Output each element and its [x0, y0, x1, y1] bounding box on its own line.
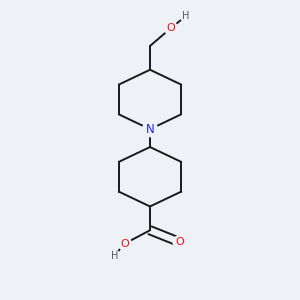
Circle shape [173, 236, 186, 249]
Text: O: O [175, 237, 184, 247]
Text: H: H [182, 11, 189, 21]
Circle shape [109, 250, 120, 261]
Text: N: N [146, 123, 154, 136]
Circle shape [164, 22, 177, 35]
Text: O: O [167, 23, 175, 33]
Circle shape [118, 237, 131, 250]
Text: O: O [120, 238, 129, 249]
Circle shape [142, 122, 158, 136]
Text: H: H [111, 250, 118, 260]
Circle shape [180, 11, 191, 22]
